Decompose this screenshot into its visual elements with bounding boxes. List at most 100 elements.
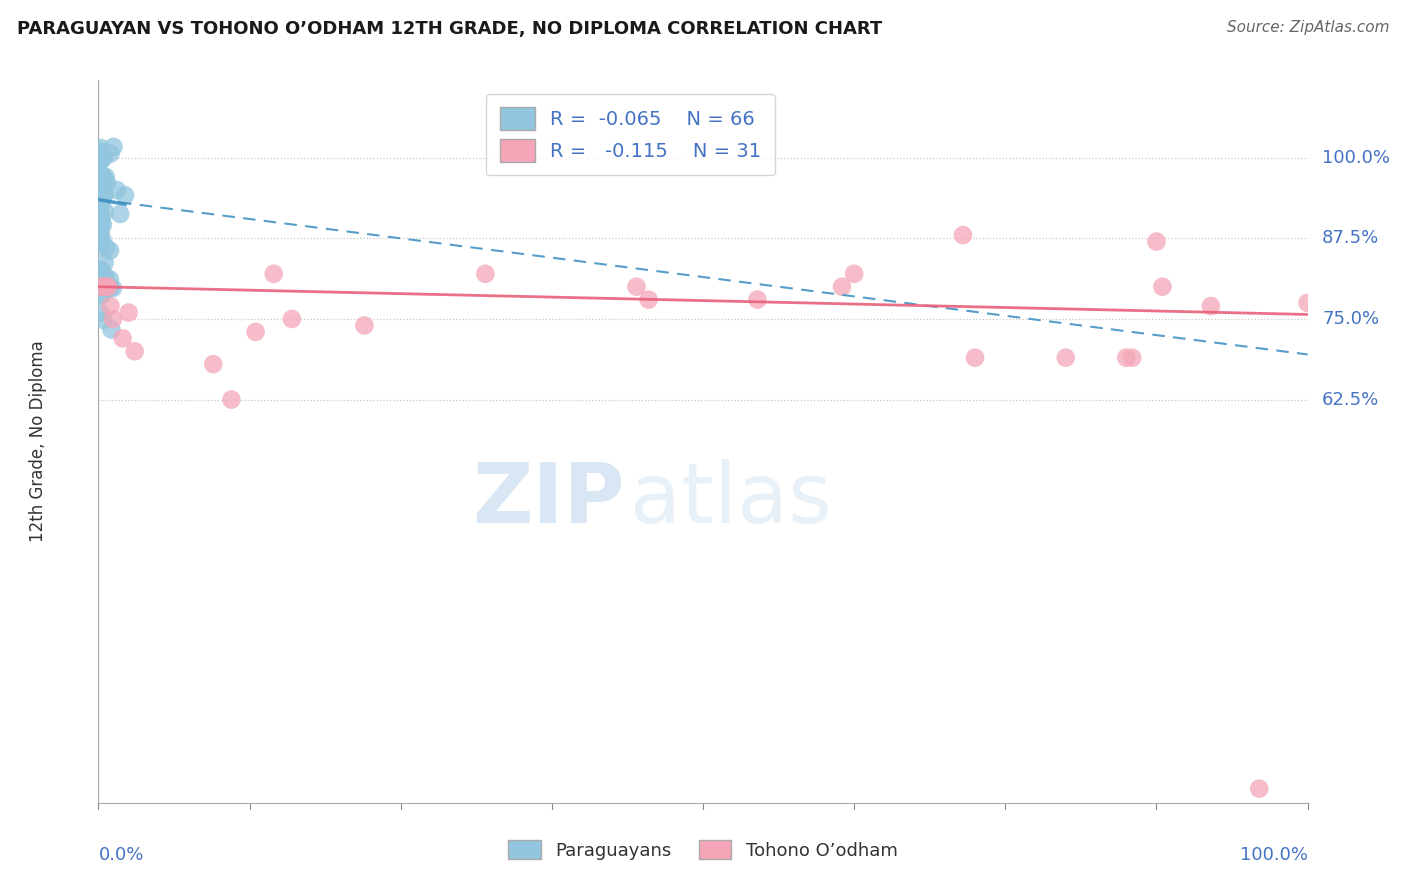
Point xyxy=(94,204,117,219)
Point xyxy=(87,165,110,179)
Point xyxy=(89,145,111,159)
Point xyxy=(90,168,112,182)
Point xyxy=(96,176,118,190)
Point xyxy=(90,181,112,195)
Point xyxy=(91,218,114,232)
Point xyxy=(118,305,141,319)
Point xyxy=(965,351,987,365)
Point xyxy=(474,267,496,281)
Point xyxy=(100,146,122,161)
Text: 62.5%: 62.5% xyxy=(1322,391,1379,409)
Point xyxy=(114,188,136,202)
Point xyxy=(87,156,110,170)
Point xyxy=(94,169,117,184)
Point xyxy=(91,313,114,327)
Point xyxy=(89,169,111,183)
Point xyxy=(1054,351,1077,365)
Point xyxy=(90,225,112,239)
Point xyxy=(89,174,111,188)
Point xyxy=(90,268,112,283)
Text: Source: ZipAtlas.com: Source: ZipAtlas.com xyxy=(1226,20,1389,35)
Point xyxy=(89,203,111,218)
Text: 100.0%: 100.0% xyxy=(1322,149,1391,167)
Point xyxy=(93,186,115,200)
Point xyxy=(93,279,115,293)
Point xyxy=(245,325,267,339)
Point xyxy=(263,267,285,281)
Point xyxy=(90,277,112,292)
Point xyxy=(637,293,659,307)
Text: 100.0%: 100.0% xyxy=(1240,847,1308,864)
Point xyxy=(98,272,121,286)
Point xyxy=(91,232,114,246)
Point xyxy=(98,280,121,294)
Point xyxy=(103,140,125,154)
Text: ZIP: ZIP xyxy=(472,458,624,540)
Point xyxy=(89,151,111,165)
Text: 12th Grade, No Diploma: 12th Grade, No Diploma xyxy=(30,341,46,542)
Point xyxy=(353,318,375,333)
Point xyxy=(91,287,114,301)
Point xyxy=(101,312,124,326)
Text: 0.0%: 0.0% xyxy=(98,847,143,864)
Point xyxy=(93,150,115,164)
Point xyxy=(1115,351,1137,365)
Legend: Paraguayans, Tohono O’odham: Paraguayans, Tohono O’odham xyxy=(501,833,905,867)
Point xyxy=(831,279,853,293)
Point xyxy=(87,272,110,286)
Point xyxy=(89,208,111,222)
Point xyxy=(96,279,118,293)
Point xyxy=(747,293,769,307)
Point xyxy=(90,211,112,226)
Point xyxy=(91,192,114,206)
Point xyxy=(91,169,114,183)
Point xyxy=(87,149,110,163)
Point xyxy=(89,147,111,161)
Point xyxy=(90,182,112,196)
Point xyxy=(1152,279,1174,293)
Point xyxy=(91,153,114,167)
Point xyxy=(89,207,111,221)
Point xyxy=(105,183,128,197)
Point xyxy=(221,392,243,407)
Point xyxy=(90,279,112,293)
Point xyxy=(90,287,112,301)
Point xyxy=(91,264,114,278)
Point xyxy=(89,234,111,248)
Point xyxy=(90,237,112,252)
Point xyxy=(93,178,115,193)
Point xyxy=(108,207,131,221)
Point xyxy=(952,228,974,243)
Point xyxy=(202,357,225,371)
Point xyxy=(96,241,118,255)
Point xyxy=(1199,299,1222,313)
Point xyxy=(90,217,112,231)
Point xyxy=(111,331,134,345)
Point xyxy=(90,177,112,191)
Point xyxy=(87,178,110,192)
Legend: R =  -0.065    N = 66, R =   -0.115    N = 31: R = -0.065 N = 66, R = -0.115 N = 31 xyxy=(486,94,775,176)
Point xyxy=(1146,235,1168,249)
Point xyxy=(1121,351,1143,365)
Point xyxy=(93,171,115,186)
Point xyxy=(90,169,112,183)
Point xyxy=(100,322,122,336)
Point xyxy=(1249,781,1271,796)
Point xyxy=(91,188,114,202)
Text: 87.5%: 87.5% xyxy=(1322,229,1379,247)
Point xyxy=(100,299,122,313)
Point xyxy=(90,151,112,165)
Text: atlas: atlas xyxy=(630,458,832,540)
Point xyxy=(87,178,110,192)
Point xyxy=(89,305,111,319)
Point xyxy=(626,279,648,293)
Text: PARAGUAYAN VS TOHONO O’ODHAM 12TH GRADE, NO DIPLOMA CORRELATION CHART: PARAGUAYAN VS TOHONO O’ODHAM 12TH GRADE,… xyxy=(17,20,882,37)
Point xyxy=(93,186,115,201)
Point xyxy=(90,262,112,277)
Point xyxy=(844,267,866,281)
Point xyxy=(93,188,115,202)
Point xyxy=(1296,296,1319,310)
Point xyxy=(124,344,146,359)
Point xyxy=(98,244,121,258)
Text: 75.0%: 75.0% xyxy=(1322,310,1379,328)
